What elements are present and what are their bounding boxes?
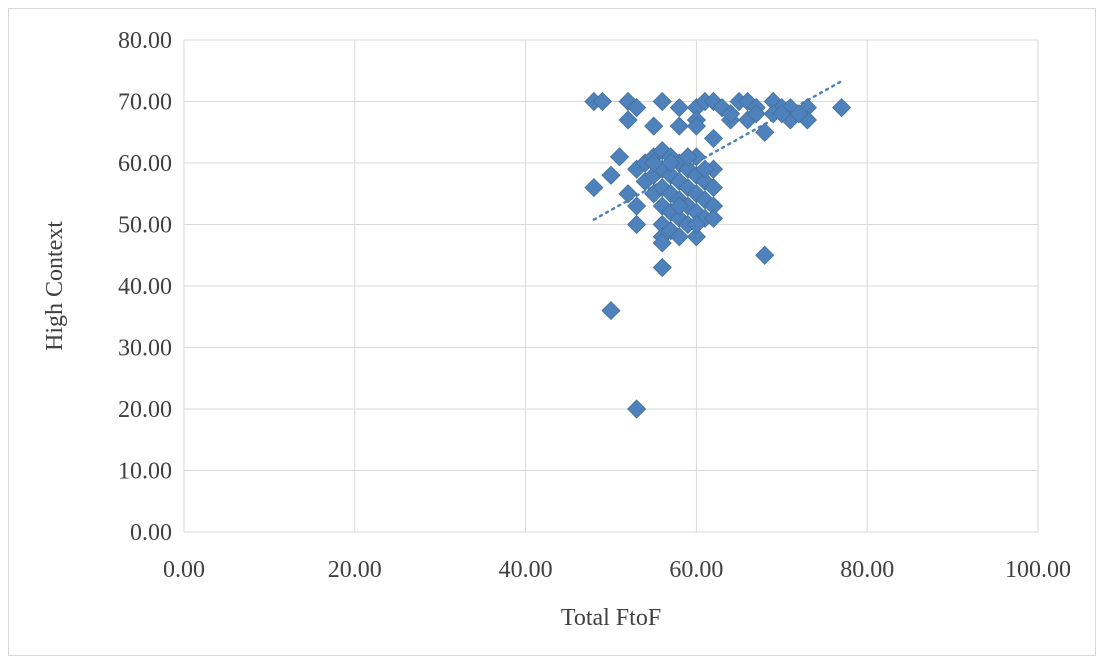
chart-frame [8, 8, 1096, 656]
x-tick-label: 20.00 [328, 557, 382, 583]
data-point [703, 208, 724, 228]
data-point [669, 227, 689, 247]
data-point [627, 399, 647, 419]
data-point [618, 110, 638, 130]
data-point [703, 128, 724, 148]
data-point [755, 122, 775, 142]
y-axis-title: High Context [42, 221, 68, 351]
data-point [618, 184, 638, 204]
data-point [755, 245, 775, 265]
y-tick-label: 60.00 [118, 151, 172, 177]
x-tick-label: 0.00 [163, 557, 205, 583]
y-tick-label: 0.00 [130, 520, 172, 546]
data-point [644, 116, 664, 136]
data-point [720, 104, 741, 124]
data-point [652, 91, 672, 112]
data-point [644, 153, 664, 173]
y-tick-label: 20.00 [118, 397, 172, 423]
data-point [601, 165, 621, 185]
grid-lines [183, 39, 1039, 533]
trendline-group [592, 79, 843, 221]
y-tick-label: 40.00 [118, 274, 172, 300]
data-point [678, 147, 698, 167]
y-tick-label: 80.00 [118, 28, 172, 54]
data-point [669, 196, 689, 216]
y-tick-label: 50.00 [118, 213, 172, 239]
data-point [584, 178, 604, 198]
data-point [661, 153, 681, 173]
data-point [627, 98, 647, 118]
x-tick-label: 100.00 [1005, 557, 1071, 583]
data-points [584, 91, 852, 419]
x-tick-label: 40.00 [499, 557, 553, 583]
data-point [686, 227, 706, 247]
data-point [669, 116, 689, 136]
data-point [686, 214, 706, 235]
y-tick-label: 30.00 [118, 336, 172, 362]
data-point [592, 91, 613, 112]
data-point [695, 159, 715, 179]
x-axis-title: Total FtoF [561, 605, 661, 631]
x-tick-label: 60.00 [669, 557, 723, 583]
y-axis-tick-labels: 0.00 10.00 20.00 30.00 40.00 50.00 60.00 70.00 8… [118, 28, 172, 546]
y-tick-label: 10.00 [118, 459, 172, 485]
data-point [609, 147, 630, 167]
data-point [832, 98, 852, 118]
data-point [601, 301, 621, 321]
y-tick-label: 70.00 [118, 90, 172, 116]
data-point [652, 233, 672, 253]
data-point [789, 104, 809, 124]
data-point [686, 116, 706, 136]
data-point [746, 104, 766, 124]
data-point [652, 257, 672, 278]
trendline [592, 79, 843, 221]
data-point [772, 104, 792, 124]
x-axis-tick-labels: 0.00 20.00 40.00 60.00 80.00 100.00 [163, 557, 1071, 583]
x-tick-label: 80.00 [840, 557, 894, 583]
data-point [627, 214, 647, 235]
